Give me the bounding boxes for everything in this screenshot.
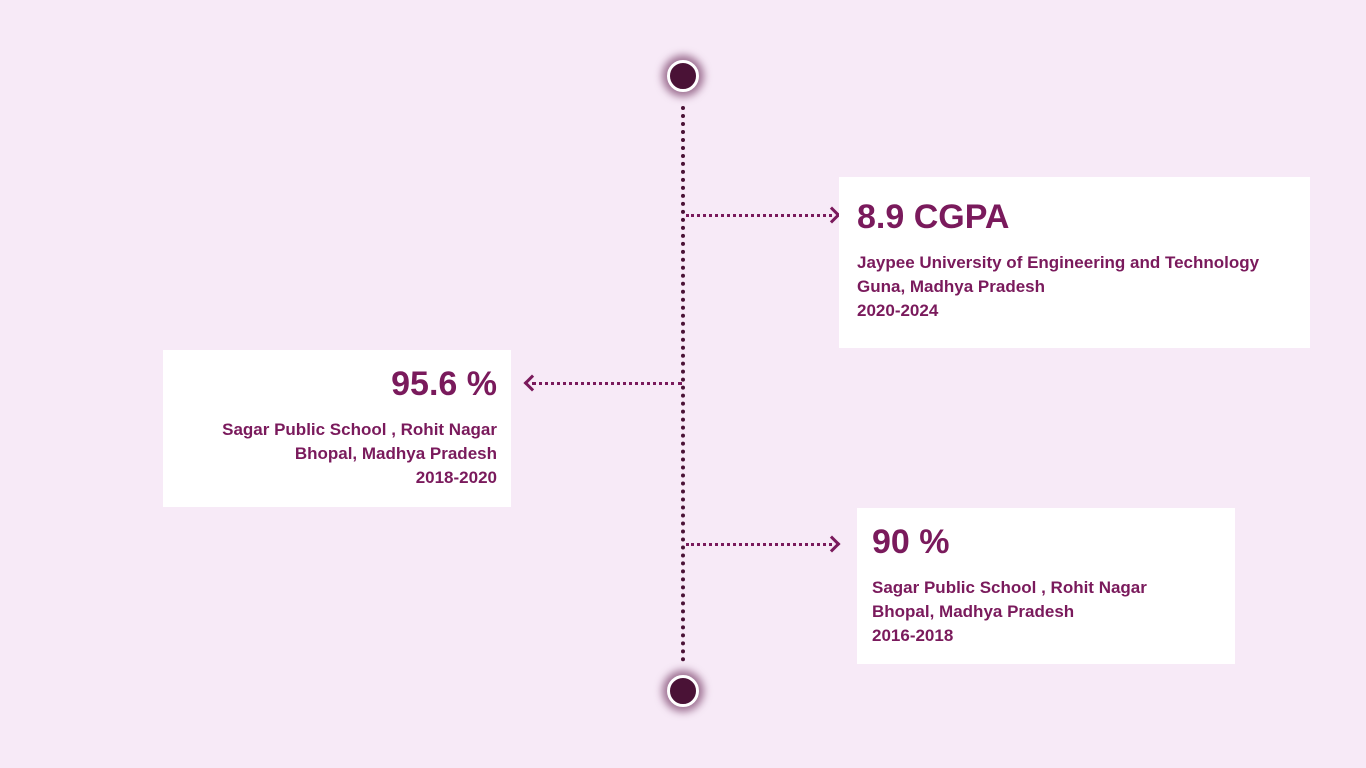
- connector-arrow-1: [686, 214, 832, 217]
- score-label: 8.9 CGPA: [857, 198, 1010, 236]
- institution-location: Guna, Madhya Pradesh: [857, 277, 1045, 296]
- education-card-secondary: 90 % Sagar Public School , Rohit Nagar B…: [857, 508, 1235, 664]
- connector-arrow-2: [532, 382, 682, 385]
- score-label: 90 %: [872, 523, 950, 561]
- study-years: 2016-2018: [872, 626, 954, 645]
- connector-arrow-3: [686, 543, 832, 546]
- institution-location: Bhopal, Madhya Pradesh: [872, 602, 1075, 621]
- arrow-right-icon: [823, 535, 841, 553]
- timeline-line: [681, 106, 685, 662]
- study-years: 2020-2024: [857, 301, 939, 320]
- study-years: 2018-2020: [415, 468, 497, 487]
- arrow-right-icon: [823, 206, 841, 224]
- arrow-left-icon: [523, 374, 541, 392]
- timeline-start-node: [667, 60, 699, 92]
- score-label: 95.6 %: [391, 365, 497, 403]
- institution-name: Jaypee University of Engineering and Tec…: [857, 253, 1260, 272]
- education-card-university: 8.9 CGPA Jaypee University of Engineerin…: [839, 177, 1310, 348]
- timeline-end-node: [667, 675, 699, 707]
- institution-location: Bhopal, Madhya Pradesh: [294, 444, 497, 463]
- institution-name: Sagar Public School , Rohit Nagar: [872, 578, 1147, 597]
- institution-name: Sagar Public School , Rohit Nagar: [222, 420, 497, 439]
- education-card-senior-secondary: 95.6 % Sagar Public School , Rohit Nagar…: [163, 350, 511, 507]
